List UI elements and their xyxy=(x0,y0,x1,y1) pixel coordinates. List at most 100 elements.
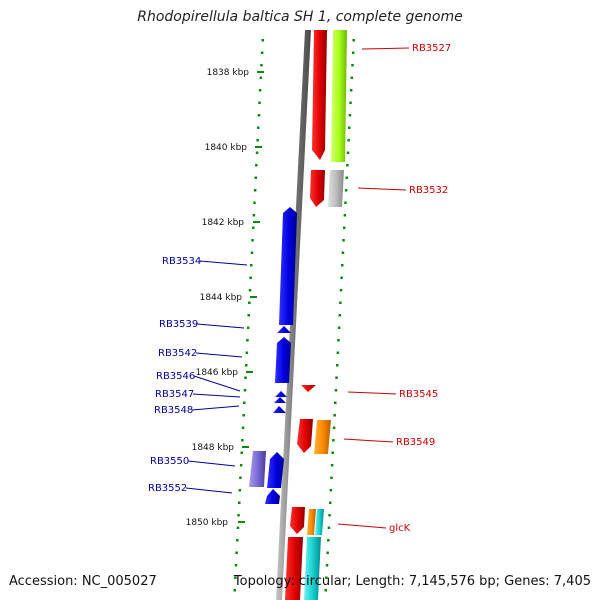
gene-label-rb3542: RB3542 xyxy=(158,348,197,359)
scale-dot xyxy=(352,39,355,42)
scale-dot xyxy=(243,401,246,404)
label-leader-line xyxy=(196,323,245,329)
scale-dot xyxy=(260,51,264,54)
scale-dot xyxy=(241,426,245,429)
scale-dot xyxy=(246,339,249,342)
gene-rb3534-blue-arrow xyxy=(279,207,297,325)
scale-dot xyxy=(253,189,257,192)
scale-tick-label: 1846 kbp xyxy=(196,368,239,378)
scale-dot xyxy=(334,401,337,404)
left-gene-labels: RB3534 RB3539 RB3542 RB3546 RB3547 RB354… xyxy=(148,256,248,494)
gene-rb3539-blue-arrow xyxy=(277,326,291,333)
scale-dot xyxy=(257,114,261,117)
scale-dot xyxy=(234,564,238,567)
gene-label-rb3546: RB3546 xyxy=(156,371,195,382)
label-leader-line xyxy=(193,375,241,392)
scale-dot xyxy=(333,414,336,417)
scale-tick-label: 1842 kbp xyxy=(202,218,245,228)
scale-dot xyxy=(338,314,341,317)
scale-dot xyxy=(258,101,261,104)
gene-red-bottom-arrow xyxy=(285,537,303,600)
scale-dot xyxy=(345,176,348,179)
gene-label-rb3549: RB3549 xyxy=(396,437,435,448)
gene-rb3542-blue-arrow xyxy=(275,337,291,383)
scale-dot xyxy=(261,39,264,42)
scale-dot xyxy=(324,589,327,592)
scale-dot xyxy=(238,489,242,492)
gene-rb3548-blue-arrow xyxy=(273,406,286,413)
topology-text: Topology: circular; Length: 7,145,576 bp… xyxy=(233,574,591,589)
scale-dot xyxy=(234,576,237,579)
label-leader-line xyxy=(337,523,387,529)
scale-tick-label: 1838 kbp xyxy=(207,68,250,78)
right-gene-labels: RB3527 RB3532 RB3545 RB3549 glcK xyxy=(337,43,451,534)
scale-dot xyxy=(250,251,254,254)
scale-dot xyxy=(235,551,238,554)
scale-dot xyxy=(242,414,245,417)
scale-dot xyxy=(325,576,328,579)
label-leader-line xyxy=(361,47,410,50)
gene-rb3549-red-arrow xyxy=(297,419,313,453)
gene-label-rb3552: RB3552 xyxy=(148,483,187,494)
scale-dot xyxy=(246,326,250,329)
scale-dot xyxy=(241,439,244,442)
scale-dot xyxy=(255,151,259,154)
gene-rb3545-red-arrow xyxy=(301,385,316,392)
gene-glck-orange-feature xyxy=(307,509,316,535)
scale-dot xyxy=(329,501,332,504)
scale-dot xyxy=(254,176,257,179)
gene-rb3550-violet-feature xyxy=(249,451,266,487)
scale-dot xyxy=(253,201,256,204)
scale-dot xyxy=(337,326,341,329)
label-leader-line xyxy=(347,391,397,395)
scale-dot xyxy=(258,89,262,92)
scale-dot xyxy=(351,64,354,67)
scale-dot xyxy=(325,564,329,567)
gene-cyan-bottom-feature xyxy=(304,537,321,600)
gene-label-rb3532: RB3532 xyxy=(409,185,448,196)
gene-glck-red-arrow xyxy=(290,507,305,534)
map-title: Rhodopirellula baltica SH 1, complete ge… xyxy=(137,9,463,25)
gene-rb3546-blue-arrow xyxy=(275,391,287,397)
gene-rb3532-gray-feature xyxy=(328,170,344,207)
scale-dot xyxy=(238,501,241,504)
scale-dot xyxy=(347,139,350,142)
scale-dot xyxy=(250,264,253,267)
label-leader-line xyxy=(199,260,248,266)
scale-dot xyxy=(233,589,236,592)
scale-dot xyxy=(339,301,342,304)
scale-dot xyxy=(243,389,247,392)
gene-label-rb3539: RB3539 xyxy=(159,319,198,330)
label-leader-line xyxy=(185,487,233,494)
scale-dot xyxy=(240,451,243,454)
scale-dot xyxy=(341,264,344,267)
scale-dot xyxy=(239,476,242,479)
scale-tick-label: 1844 kbp xyxy=(200,293,243,303)
label-leader-line xyxy=(357,187,407,191)
scale-dot xyxy=(330,476,333,479)
scale-dot xyxy=(255,164,258,167)
scale-dot xyxy=(249,276,252,279)
scale-dot xyxy=(336,364,339,367)
scale-dot xyxy=(343,226,346,229)
gene-label-rb3547: RB3547 xyxy=(155,389,194,400)
scale-dotted-guides xyxy=(233,39,355,592)
scale-dot xyxy=(335,376,338,379)
scale-dot xyxy=(346,164,349,167)
scale-dot xyxy=(259,76,263,79)
gene-glck-cyan-feature xyxy=(315,509,324,535)
scale-dot xyxy=(336,351,340,354)
scale-dot xyxy=(237,514,240,517)
scale-dot xyxy=(349,101,352,104)
scale-dot xyxy=(343,214,347,217)
scale-ticks: 1838 kbp 1840 kbp 1842 kbp 1844 kbp 1846… xyxy=(186,68,264,528)
label-leader-line xyxy=(191,405,240,411)
gene-rb3527-red-arrow xyxy=(312,30,327,160)
scale-dot xyxy=(328,514,331,517)
scale-dot xyxy=(342,239,345,242)
gene-label-rb3548: RB3548 xyxy=(154,405,193,416)
forward-features xyxy=(285,30,347,600)
gene-rb3547-blue-arrow xyxy=(274,397,286,403)
scale-dot xyxy=(350,76,354,79)
